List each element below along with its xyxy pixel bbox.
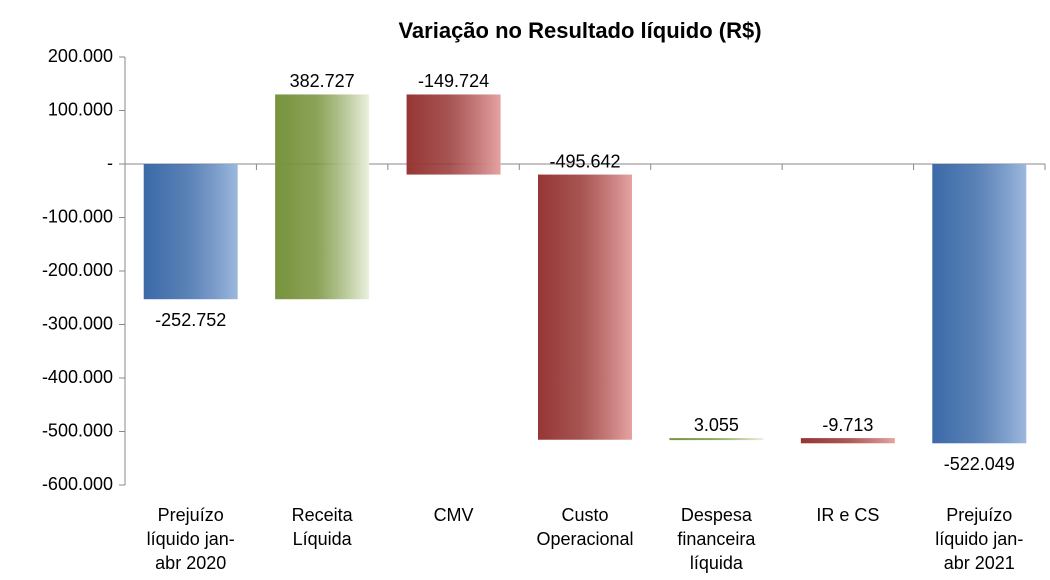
data-label: -522.049	[944, 454, 1015, 474]
y-tick-label: -100.000	[42, 206, 113, 226]
y-tick-label: -300.000	[42, 313, 113, 333]
data-label: -9.713	[822, 415, 873, 435]
x-tick-label: Prejuízo líquido jan-abr 2020	[146, 505, 235, 573]
bar	[275, 94, 370, 300]
x-tick-label: Custo Operacional	[536, 505, 634, 549]
x-tick-label: Prejuízo líquido jan-abr 2021	[935, 505, 1024, 573]
x-tick-label: CMV	[433, 505, 474, 525]
bar	[669, 438, 764, 441]
bar	[932, 164, 1027, 444]
data-label: 3.055	[694, 415, 739, 435]
data-label: -495.642	[549, 151, 620, 171]
y-tick-label: -500.000	[42, 420, 113, 440]
x-tick-label: Despesa financeira líquida	[677, 505, 756, 573]
y-tick-label: 200.000	[48, 46, 113, 66]
bar	[800, 438, 895, 444]
x-tick-label: IR e CS	[816, 505, 880, 525]
data-label: -252.752	[155, 310, 226, 330]
y-tick-label: -600.000	[42, 474, 113, 494]
chart-title: Variação no Resultado líquido (R$)	[398, 18, 761, 43]
bar	[143, 164, 238, 300]
y-tick-label: 100.000	[48, 99, 113, 119]
bar	[406, 94, 501, 175]
y-tick-label: -200.000	[42, 260, 113, 280]
bar	[538, 174, 632, 440]
x-tick-label: Receita Líquida	[291, 505, 353, 549]
data-label: -149.724	[418, 71, 489, 91]
y-tick-label: -	[107, 153, 113, 173]
y-tick-label: -400.000	[42, 367, 113, 387]
data-label: 382.727	[290, 71, 355, 91]
